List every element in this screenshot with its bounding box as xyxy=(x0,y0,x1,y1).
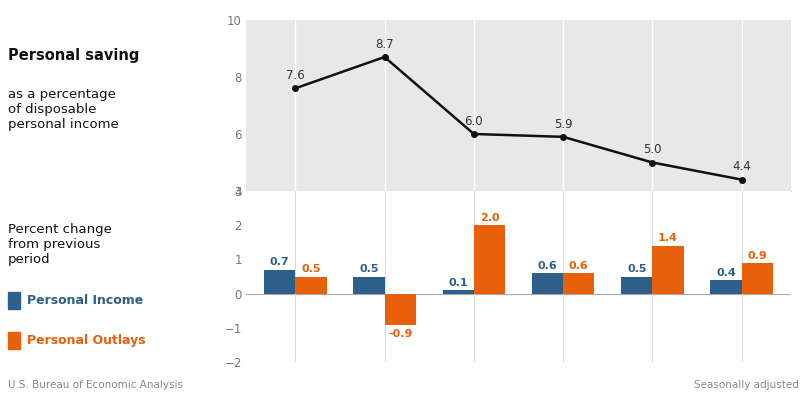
Text: 5.9: 5.9 xyxy=(554,117,572,131)
Bar xyxy=(652,246,684,294)
Text: Personal Outlays: Personal Outlays xyxy=(27,334,145,347)
Text: 0.1: 0.1 xyxy=(449,278,468,288)
Text: Personal saving: Personal saving xyxy=(8,48,140,63)
Text: 1.4: 1.4 xyxy=(659,233,678,244)
Text: U.S. Bureau of Economic Analysis: U.S. Bureau of Economic Analysis xyxy=(8,380,183,390)
Text: 0.5: 0.5 xyxy=(627,264,646,274)
Text: 0.7: 0.7 xyxy=(270,258,290,267)
Bar xyxy=(532,273,563,294)
Bar xyxy=(710,280,742,294)
Bar xyxy=(295,277,327,294)
Text: 0.6: 0.6 xyxy=(537,261,558,271)
Text: 0.4: 0.4 xyxy=(717,267,736,278)
Bar xyxy=(742,263,773,294)
Text: Personal Income: Personal Income xyxy=(27,294,143,307)
Text: 6.0: 6.0 xyxy=(465,115,483,128)
Text: 5.0: 5.0 xyxy=(643,143,662,156)
Text: 4.4: 4.4 xyxy=(733,160,751,174)
Text: Percent change
from previous
period: Percent change from previous period xyxy=(8,223,112,266)
Bar xyxy=(264,270,295,294)
Bar xyxy=(442,290,474,294)
Bar xyxy=(621,277,652,294)
Text: 7.6: 7.6 xyxy=(286,69,304,82)
Text: -0.9: -0.9 xyxy=(388,329,412,339)
Bar xyxy=(385,294,416,324)
Bar xyxy=(474,225,505,294)
Text: as a percentage
of disposable
personal income: as a percentage of disposable personal i… xyxy=(8,88,119,131)
Text: 0.5: 0.5 xyxy=(359,264,378,274)
Text: Seasonally adjusted: Seasonally adjusted xyxy=(694,380,799,390)
Text: 0.6: 0.6 xyxy=(569,261,588,271)
Text: 2.0: 2.0 xyxy=(479,213,500,223)
Text: 0.9: 0.9 xyxy=(747,250,767,261)
Text: 8.7: 8.7 xyxy=(375,38,394,51)
Text: 0.5: 0.5 xyxy=(301,264,320,274)
Bar xyxy=(353,277,385,294)
Bar xyxy=(563,273,595,294)
